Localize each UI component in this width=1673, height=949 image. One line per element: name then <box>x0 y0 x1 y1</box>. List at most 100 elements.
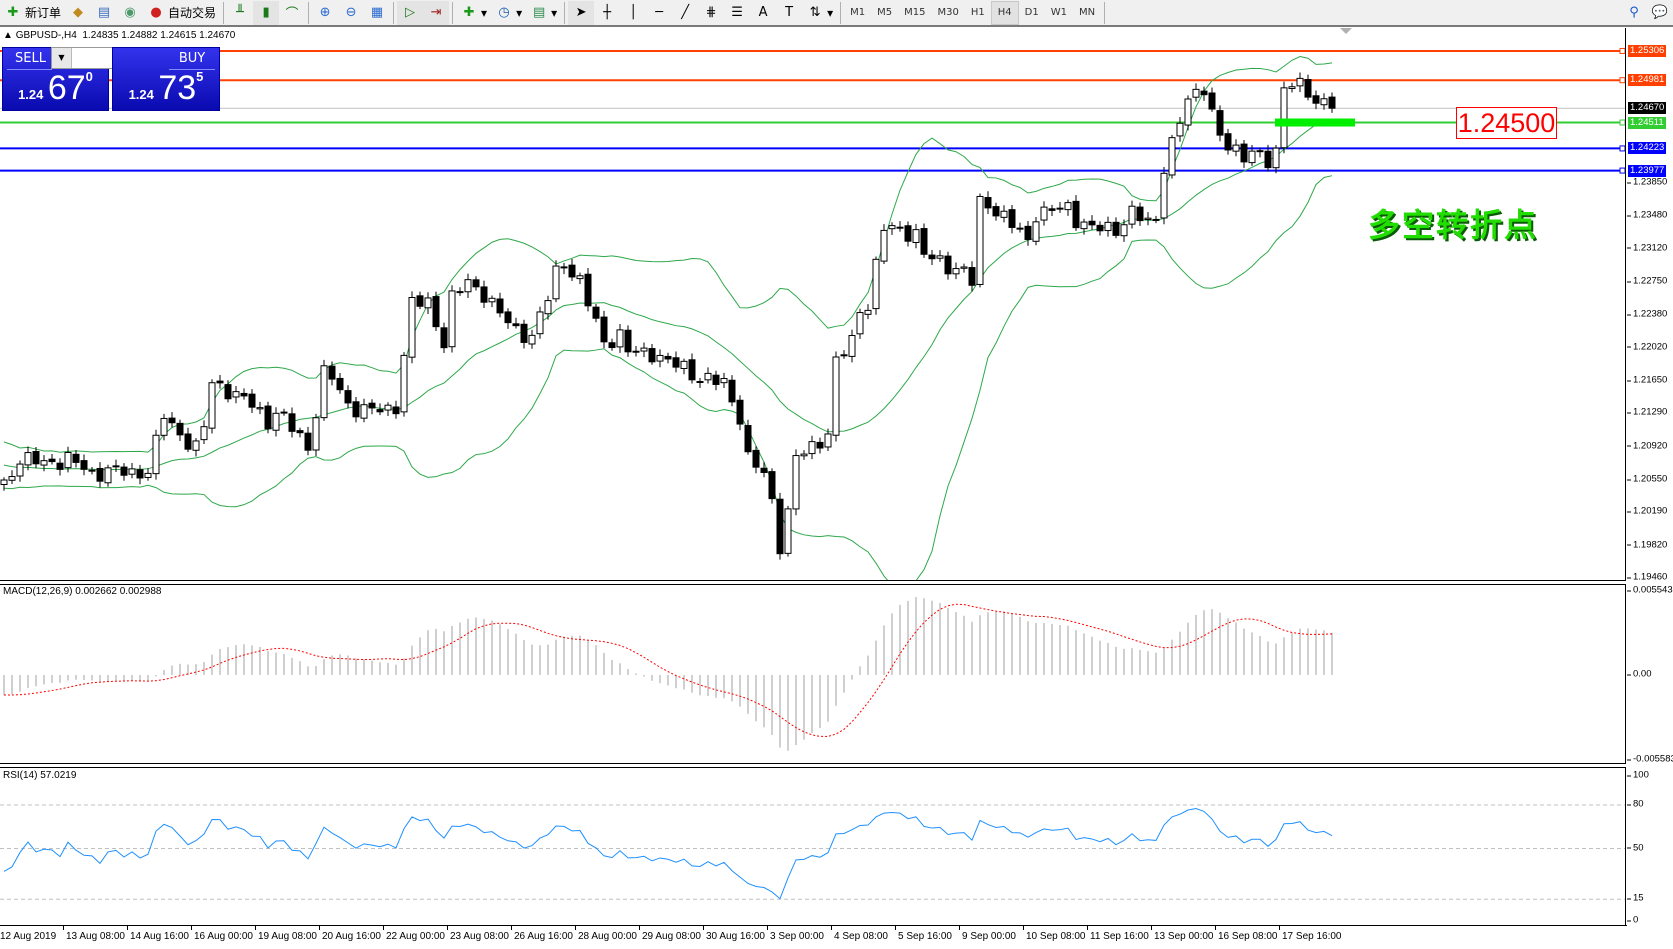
candle <box>1128 200 1136 229</box>
candle <box>792 449 800 516</box>
crosshair-button[interactable]: ┼ <box>594 1 620 25</box>
time-axis-label: 14 Aug 16:00 <box>127 926 189 942</box>
price-axis-label: 1.22380 <box>1626 308 1668 320</box>
auto-trading-button[interactable]: ● 自动交易 <box>143 1 220 25</box>
chart-shift-icon: ⇥ <box>430 5 442 20</box>
text-button[interactable]: A <box>750 1 776 25</box>
line-handle[interactable] <box>1619 47 1625 54</box>
line-handle[interactable] <box>1619 119 1625 126</box>
macd-label: MACD(12,26,9) 0.002662 0.002988 <box>3 586 162 597</box>
bear-candle-body <box>736 399 744 425</box>
candle <box>912 223 920 249</box>
cursor-button[interactable]: ➤ <box>568 0 595 25</box>
macd-axis-label: 0.00 <box>1627 668 1652 680</box>
new-order-button[interactable]: ✚ 新订单 <box>0 1 65 25</box>
timeframe-d1[interactable]: D1 <box>1024 7 1039 18</box>
indicators-button[interactable]: ✚ ▾ <box>456 1 491 25</box>
bear-candle-body <box>968 267 976 286</box>
bull-candle-body <box>400 354 408 413</box>
zoom-in-button[interactable]: ⊕ <box>312 1 338 25</box>
bull-candle-body <box>1192 88 1200 98</box>
market-watch-button[interactable]: ◆ <box>65 1 91 25</box>
toolbar: ✚ 新订单 ◆ ▤ ◉ ● 自动交易 ╨ ▮ ⌒ ⊕ ⊖ ▦ ▷ ⇥ ✚ ▾ ◷ ▾ ▤… <box>0 0 1673 27</box>
bull-candle-body <box>656 354 664 362</box>
bull-candle-body <box>792 455 800 510</box>
vertical-line-button[interactable]: │ <box>620 1 646 25</box>
decrease-lot-button[interactable]: ▼ <box>52 48 72 68</box>
bear-candle-body <box>80 460 88 470</box>
bull-candle-body <box>1232 144 1240 152</box>
timeframe-mn[interactable]: MN <box>1078 7 1096 18</box>
line-chart-button[interactable]: ⌒ <box>279 1 305 25</box>
chart-shift-marker[interactable] <box>1340 28 1352 34</box>
rsi-panel[interactable] <box>0 767 1626 925</box>
price-axis[interactable]: 1.23850 1.23480 1.23120 1.22750 1.22380 1.220… <box>1626 28 1673 583</box>
bear-candle-body <box>328 365 336 380</box>
bear-candle-body <box>1112 221 1120 236</box>
text-label-button[interactable]: T <box>776 1 802 25</box>
line-handle[interactable] <box>1619 167 1625 174</box>
candle <box>1072 195 1080 231</box>
templates-button[interactable]: ▤ ▾ <box>526 1 561 25</box>
bear-candle-body <box>608 342 616 349</box>
bull-candle-body <box>112 465 120 468</box>
navigator-button[interactable]: ▤ <box>91 1 117 25</box>
price-axis-label: 1.22020 <box>1626 341 1668 353</box>
timeframe-m5[interactable]: M5 <box>877 7 893 18</box>
timeframe-m15[interactable]: M15 <box>904 7 926 18</box>
candle <box>1088 215 1096 230</box>
search-button[interactable]: ⚲ <box>1621 1 1647 25</box>
autoscroll-button[interactable]: ▷ <box>397 0 424 25</box>
turning-point-note[interactable]: 多空转折点 <box>1368 206 1539 244</box>
fibonacci-button[interactable]: ☰ <box>724 1 750 25</box>
price-axis-label: 1.20920 <box>1626 440 1668 452</box>
bear-candle-body <box>648 348 656 363</box>
bear-candle-body <box>1312 95 1320 104</box>
bull-candle-body <box>1128 205 1136 225</box>
timeframe-h4[interactable]: H4 <box>990 0 1019 25</box>
bar-chart-button[interactable]: ╨ <box>227 1 253 25</box>
macd-panel[interactable] <box>0 584 1626 764</box>
candlestick-button[interactable]: ▮ <box>253 0 280 25</box>
horizontal-line-button[interactable]: ─ <box>646 1 672 25</box>
price-chart[interactable] <box>0 28 1626 581</box>
candle <box>840 350 848 359</box>
channel-button[interactable]: ⋕ <box>698 1 724 25</box>
timeframe-m30[interactable]: M30 <box>937 7 959 18</box>
time-axis-label: 17 Sep 16:00 <box>1279 926 1342 942</box>
price-axis-label: 1.23120 <box>1626 242 1668 254</box>
arrows-button[interactable]: ⇅ ▾ <box>802 1 837 25</box>
timeframe-h1[interactable]: H1 <box>970 7 985 18</box>
line-handle[interactable] <box>1619 145 1625 152</box>
zoom-out-button[interactable]: ⊖ <box>338 1 364 25</box>
candle <box>1264 144 1272 172</box>
time-axis[interactable]: 12 Aug 2019 13 Aug 08:00 14 Aug 16:00 16 Au… <box>0 925 1627 949</box>
macd-axis: 0.005543 0.00 -0.005583 <box>1627 584 1673 765</box>
bear-candle-body <box>696 381 704 384</box>
candle <box>1080 218 1088 235</box>
candle <box>1152 215 1160 224</box>
sell-price: 1.24 670 <box>3 69 108 108</box>
candle <box>520 319 528 349</box>
candle <box>1200 86 1208 101</box>
price-annotation-box[interactable]: 1.24500 <box>1456 107 1557 139</box>
trendline-button[interactable]: ╱ <box>672 1 698 25</box>
tile-windows-button[interactable]: ▦ <box>364 1 390 25</box>
price-axis-label: 1.21290 <box>1626 406 1668 418</box>
timeframe-m1[interactable]: M1 <box>850 7 866 18</box>
signals-button[interactable]: ◉ <box>117 1 143 25</box>
periods-button[interactable]: ◷ ▾ <box>491 1 526 25</box>
candle <box>1064 199 1072 216</box>
chat-button[interactable]: 💬 <box>1647 1 1673 25</box>
autoscroll-icon: ▷ <box>405 5 416 20</box>
line-handle[interactable] <box>1619 77 1625 84</box>
chart-shift-button[interactable]: ⇥ <box>423 0 450 25</box>
candle <box>480 280 488 309</box>
rsi-line <box>3 807 1333 900</box>
bull-candle-body <box>616 329 624 348</box>
buy-button[interactable]: BUY 1.24 735 <box>112 47 220 111</box>
timeframe-w1[interactable]: W1 <box>1050 7 1067 18</box>
macd-canvas <box>3 597 1333 751</box>
time-axis-label: 22 Aug 00:00 <box>383 926 445 942</box>
fibonacci-icon: ☰ <box>731 5 743 20</box>
